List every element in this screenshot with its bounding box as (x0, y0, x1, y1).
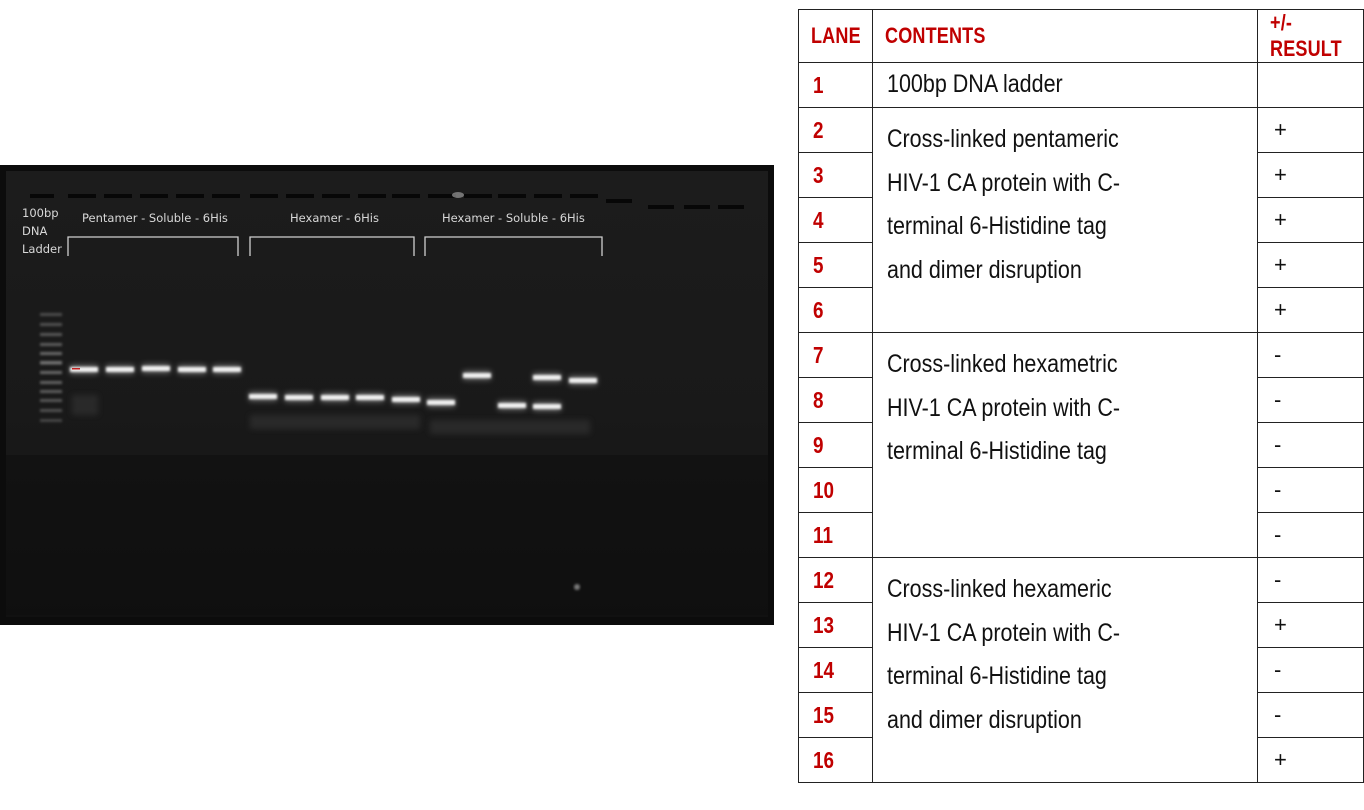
band-lane-10 (356, 395, 384, 400)
gel-svg: 100bp DNA Ladder Pentamer - Soluble - 6H… (0, 165, 774, 625)
lane-result (1257, 62, 1364, 108)
header-result: +/- RESULT (1257, 9, 1364, 63)
header-lane: LANE (797, 9, 874, 63)
lane-number: 10 (797, 467, 874, 513)
lane-contents: 100bp DNA ladder (872, 62, 1259, 108)
lane-result: + (1257, 152, 1364, 198)
band-lane-4 (142, 366, 170, 371)
group-label-hexamer-soluble: Hexamer - Soluble - 6His (442, 211, 585, 225)
band-lane-15-lower (533, 404, 561, 409)
lane-number: 8 (797, 377, 874, 423)
lane-number: 1 (797, 62, 874, 108)
lane-group-contents: Cross-linked hexameric HIV-1 CA protein … (872, 557, 1259, 783)
sample-bands (70, 366, 597, 409)
lane-result: - (1257, 557, 1364, 603)
bracket-hexamer-soluble (424, 236, 603, 256)
band-smears (72, 395, 590, 434)
band-lane-2 (70, 367, 98, 372)
lane-number: 2 (797, 107, 874, 153)
band-lane-11 (392, 397, 420, 402)
table-row: 6 + (797, 287, 1364, 333)
ladder-label: 100bp DNA Ladder (22, 206, 62, 256)
lane-result: - (1257, 692, 1364, 738)
header-contents: CONTENTS (872, 9, 1259, 63)
lane-group-contents: Cross-linked pentameric HIV-1 CA protein… (872, 107, 1259, 333)
ladder-label-line-2: DNA (22, 224, 47, 238)
lane-result: + (1257, 107, 1364, 153)
bracket-hexamer (249, 236, 415, 256)
table-header-row: LANE CONTENTS +/- RESULT (797, 9, 1364, 63)
lane-number: 4 (797, 197, 874, 243)
ladder-label-line-1: 100bp (22, 206, 59, 220)
band-lane-6 (213, 367, 241, 372)
lane-number: 13 (797, 602, 874, 648)
lane-group-contents: Cross-linked hexametric HIV-1 CA protein… (872, 332, 1259, 558)
ladder-lane (40, 313, 62, 422)
group-label-hexamer: Hexamer - 6His (290, 211, 379, 225)
lane-number: 6 (797, 287, 874, 333)
table-row: 12 Cross-linked hexameric HIV-1 CA prote… (797, 557, 1364, 783)
lane-number: 16 (797, 737, 874, 783)
table-row: 2 Cross-linked pentameric HIV-1 CA prote… (797, 107, 1364, 333)
lane-result: - (1257, 647, 1364, 693)
lane-result: + (1257, 197, 1364, 243)
gel-wells (30, 194, 744, 209)
group-label-pentamer-soluble: Pentamer - Soluble - 6His (82, 211, 228, 225)
table-row: 4 + (797, 197, 1364, 243)
band-lane-14 (498, 403, 526, 408)
lane-number: 12 (797, 557, 874, 603)
band-lane-12 (427, 400, 455, 405)
lane-result: - (1257, 467, 1364, 513)
lane-number: 5 (797, 242, 874, 288)
table-row: 3 + (797, 152, 1364, 198)
gel-image: 100bp DNA Ladder Pentamer - Soluble - 6H… (0, 165, 774, 625)
band-lane-9 (321, 395, 349, 400)
table-row: 16 + (797, 737, 1364, 783)
lane-result: + (1257, 287, 1364, 333)
ladder-label-line-3: Ladder (22, 242, 62, 256)
table-row: 14 - (797, 647, 1364, 693)
gel-lower-shade (6, 455, 768, 615)
lane-result: + (1257, 242, 1364, 288)
table-row: 9 - (797, 422, 1364, 468)
lane-result: - (1257, 422, 1364, 468)
lane-result: + (1257, 737, 1364, 783)
table-row: 5 + (797, 242, 1364, 288)
band-lane-13 (463, 373, 491, 378)
table-row: 8 - (797, 377, 1364, 423)
band-lane-7 (249, 394, 277, 399)
lane-result: - (1257, 377, 1364, 423)
table-row: 1 100bp DNA ladder (797, 62, 1364, 108)
lane-result: - (1257, 512, 1364, 558)
lane-number: 11 (797, 512, 874, 558)
lane-number: 7 (797, 332, 874, 378)
lane-number: 14 (797, 647, 874, 693)
band-lane-5 (178, 367, 206, 372)
bracket-pentamer-soluble (67, 236, 239, 256)
lane-number: 9 (797, 422, 874, 468)
lane-result: - (1257, 332, 1364, 378)
band-lane-15-upper (533, 375, 561, 380)
gel-dust-dot (574, 584, 580, 590)
gel-speck (452, 192, 464, 198)
band-lane-16 (569, 378, 597, 383)
band-mark (72, 368, 80, 370)
lane-number: 15 (797, 692, 874, 738)
lanes-table: LANE CONTENTS +/- RESULT 1 100bp DNA lad… (797, 9, 1364, 783)
table-row: 13 + (797, 602, 1364, 648)
lane-result: + (1257, 602, 1364, 648)
band-lane-3 (106, 367, 134, 372)
lane-number: 3 (797, 152, 874, 198)
band-lane-8 (285, 395, 313, 400)
table-row: 7 Cross-linked hexametric HIV-1 CA prote… (797, 332, 1364, 558)
